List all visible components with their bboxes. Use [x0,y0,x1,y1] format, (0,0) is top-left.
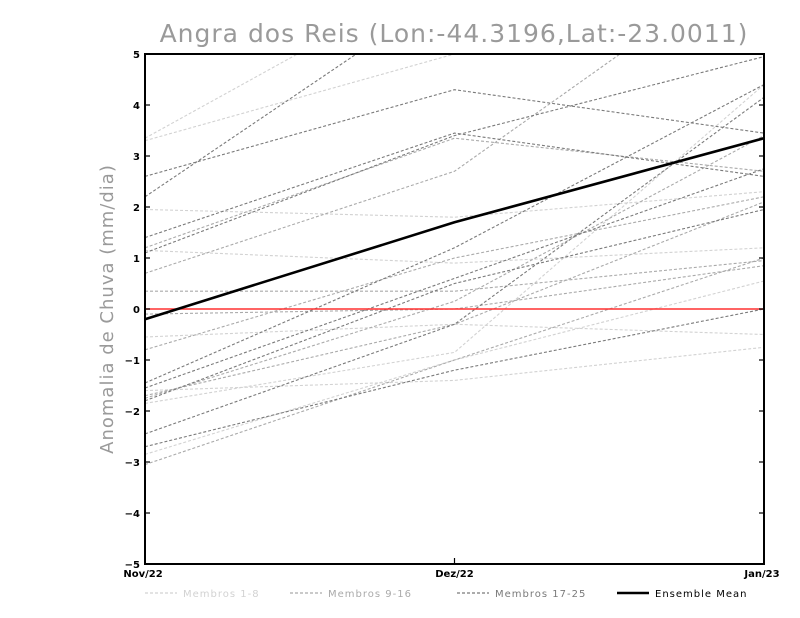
y-tick-label: 5 [133,50,140,61]
x-tick-label: Dez/22 [435,569,474,580]
legend-label-4: Ensemble Mean [655,589,747,600]
member-line-6 [145,346,764,392]
y-tick-label: 2 [133,203,140,214]
member-line-5 [145,84,764,404]
legend: Membros 1-8 Membros 9-16 Membros 17-25 Ense… [145,589,747,600]
y-axis: 5 4 3 2 1 0 −1 −2 −3 −4 −5 [125,50,764,571]
member-line-22 [145,208,764,402]
series-layer [145,54,764,466]
y-tick-label: 3 [133,152,140,163]
x-tick-label: Nov/22 [123,569,162,580]
chart-title: Angra dos Reis (Lon:-44.3196,Lat:-23.001… [160,19,749,48]
member-line-3 [145,191,764,218]
legend-label-1: Membros 1-8 [183,589,260,600]
mean-layer [145,136,764,321]
member-line-4 [145,247,764,264]
member-line-18 [145,89,764,177]
member-line-25 [145,308,764,448]
member-line-10 [145,137,764,249]
legend-label-2: Membros 9-16 [328,589,412,600]
y-tick-label: −1 [125,356,140,367]
ensemble-mean-line [145,136,764,321]
member-line-23 [145,168,764,389]
member-line-19 [145,132,764,239]
member-line-12 [145,260,764,292]
y-tick-label: 1 [133,254,140,265]
x-tick-label: Jan/23 [743,569,779,580]
member-line-9 [145,54,621,274]
y-tick-label: 0 [133,305,140,316]
y-tick-label: 4 [133,101,140,112]
y-axis-label: Anomalia de Chuva (mm/dia) [97,164,118,454]
member-line-7 [145,280,764,455]
member-line-16 [145,265,764,315]
y-tick-label: −4 [125,509,140,520]
member-line-2 [145,54,457,142]
member-line-15 [145,257,764,466]
member-line-11 [145,196,764,351]
member-line-20 [145,56,764,254]
member-line-8 [145,323,764,338]
y-tick-label: −2 [125,407,140,418]
member-line-14 [145,201,764,397]
x-axis: Nov/22 Dez/22 Jan/23 [123,558,780,580]
member-line-21 [145,84,764,384]
legend-label-3: Membros 17-25 [495,589,586,600]
y-tick-label: −5 [125,560,140,571]
member-line-1 [145,54,299,139]
y-tick-label: −3 [125,458,140,469]
